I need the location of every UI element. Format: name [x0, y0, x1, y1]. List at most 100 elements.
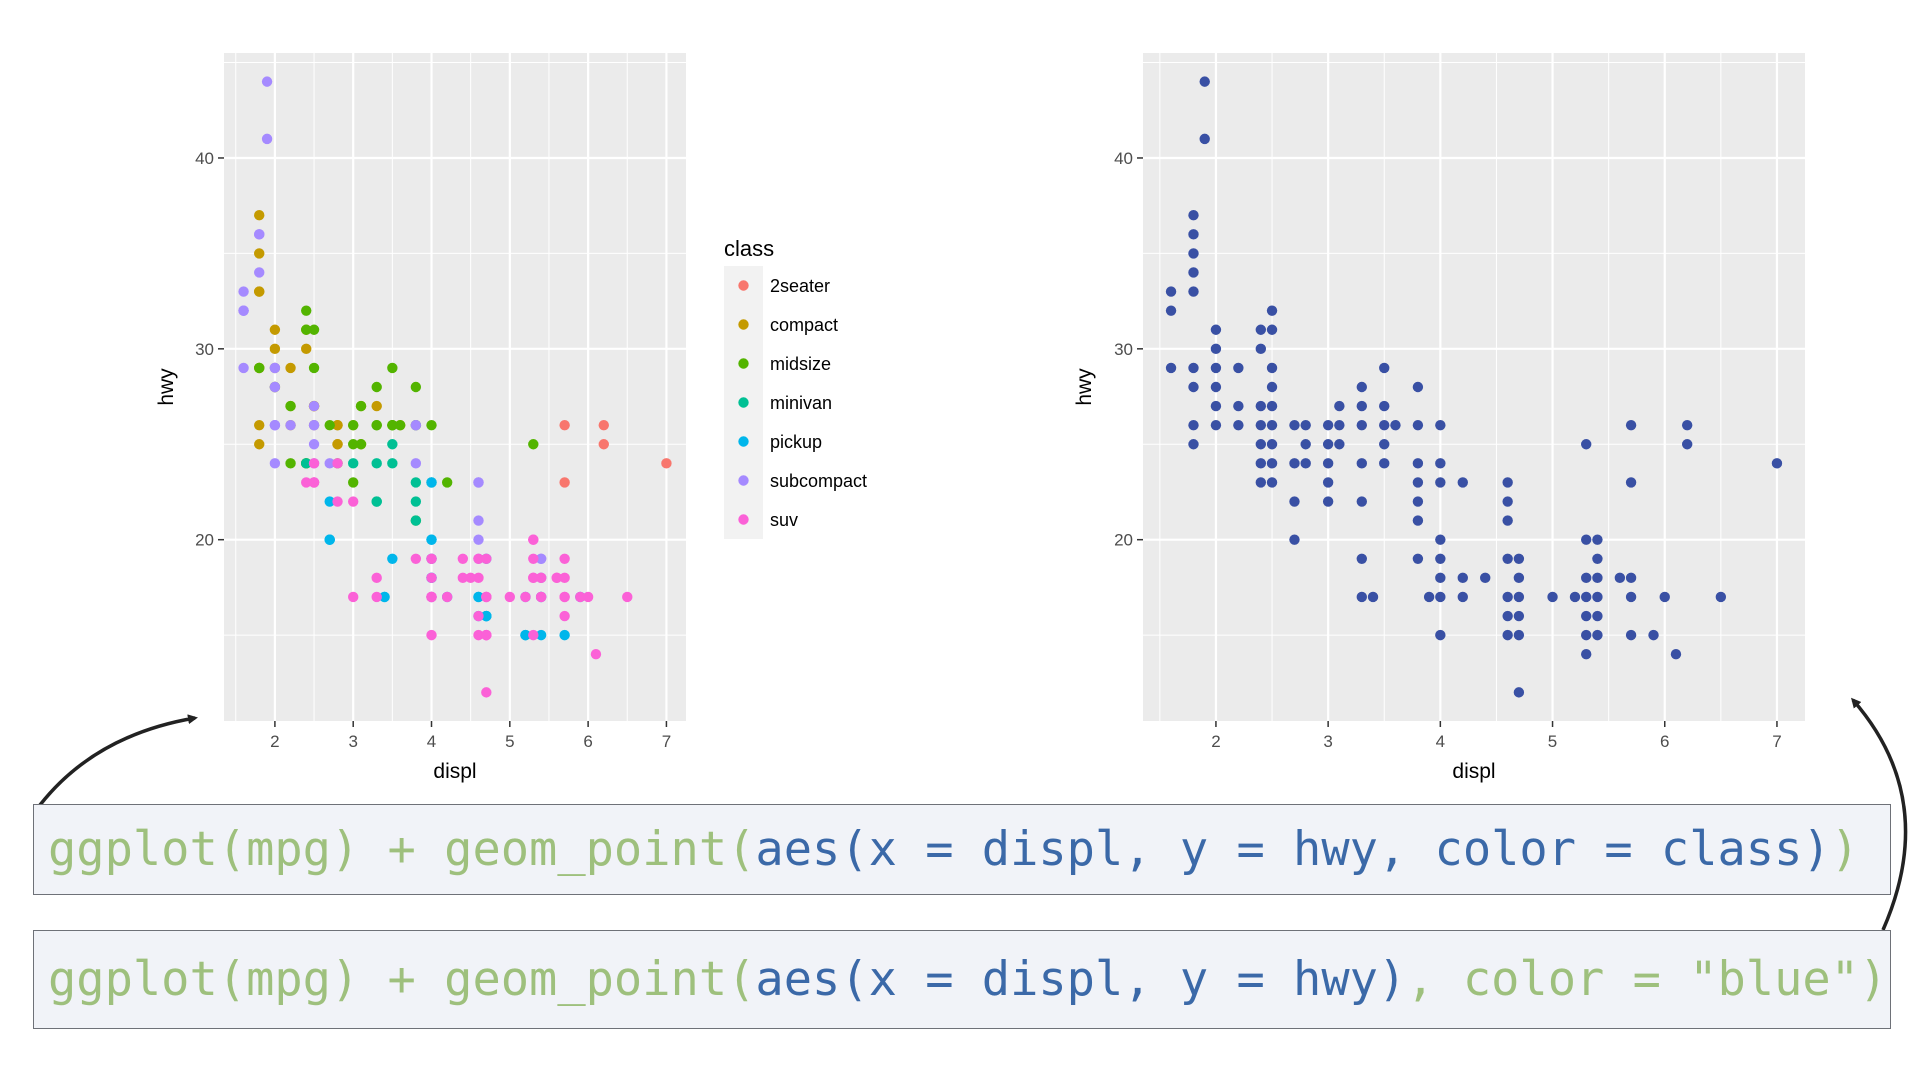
data-point: [1625, 629, 1637, 641]
data-point: [1569, 591, 1581, 603]
data-point: [1356, 591, 1367, 603]
x-axis-title: displ: [1452, 760, 1495, 783]
data-point: [481, 610, 492, 622]
data-point: [1423, 591, 1435, 603]
code-segment: , color = "blue"): [1406, 952, 1888, 1007]
data-point: [1435, 572, 1446, 584]
data-point: [528, 553, 539, 564]
data-point: [520, 629, 531, 641]
data-point: [301, 305, 312, 316]
legend-entries: 2seater compact midsize minivan pickup subcom…: [724, 266, 867, 539]
data-point: [457, 572, 469, 584]
data-point: [1266, 477, 1278, 488]
data-point: [410, 496, 422, 507]
data-point: [473, 534, 484, 545]
data-point: [332, 419, 343, 431]
data-point: [1412, 419, 1424, 431]
data-point: [441, 591, 453, 603]
data-point: [410, 381, 422, 393]
data-point: [1502, 553, 1513, 564]
data-point: [371, 419, 382, 431]
data-point: [1289, 534, 1300, 545]
data-point: [1715, 591, 1727, 603]
data-point: [1581, 649, 1592, 660]
data-point: [1379, 362, 1390, 374]
data-point: [269, 343, 281, 355]
data-point: [1502, 629, 1513, 641]
x-tick-label: 6: [583, 732, 592, 751]
data-point: [1412, 553, 1424, 564]
data-point: [301, 477, 312, 488]
data-point: [269, 419, 281, 431]
data-point: [473, 572, 484, 584]
data-point: [426, 629, 437, 641]
data-point: [308, 458, 320, 469]
y-tick-label: 30: [1114, 340, 1133, 359]
x-tick-label: 7: [1772, 732, 1781, 751]
data-point: [1210, 324, 1222, 335]
data-point: [371, 381, 382, 393]
data-point: [1670, 649, 1682, 660]
data-point: [473, 515, 484, 526]
data-point: [355, 400, 367, 412]
data-point: [1188, 229, 1199, 240]
data-point: [1322, 458, 1334, 469]
data-point: [261, 76, 273, 87]
data-point: [238, 305, 249, 316]
data-point: [348, 477, 359, 488]
legend-key: [738, 514, 749, 525]
data-point: [410, 458, 422, 469]
data-point: [1356, 458, 1367, 469]
data-point: [1513, 629, 1525, 641]
data-point: [1625, 591, 1637, 603]
data-point: [1356, 496, 1367, 507]
data-point: [1255, 439, 1267, 450]
data-point: [324, 534, 335, 545]
data-point: [1502, 591, 1513, 603]
data-point: [1255, 477, 1267, 488]
x-axis-title: displ: [433, 760, 476, 783]
data-point: [387, 553, 398, 564]
data-point: [301, 343, 312, 355]
data-point: [410, 477, 422, 488]
data-point: [308, 477, 320, 488]
legend-key: [738, 280, 749, 291]
data-point: [348, 496, 359, 507]
data-point: [332, 496, 343, 507]
data-point: [355, 439, 367, 450]
data-point: [1334, 439, 1345, 450]
data-point: [238, 286, 249, 297]
scatter-plot-blue: 2 3 4 5 6 7 20 30 40 displ hwy: [1073, 53, 1805, 783]
data-point: [371, 400, 382, 412]
data-point: [1266, 305, 1278, 316]
legend-label: midsize: [770, 354, 831, 374]
data-point: [1502, 496, 1513, 507]
x-tick-label: 3: [1323, 732, 1332, 751]
data-point: [1266, 381, 1278, 393]
data-point: [1188, 419, 1199, 431]
data-point: [1581, 534, 1592, 545]
data-point: [1165, 362, 1177, 374]
data-point: [1334, 400, 1345, 412]
data-point: [1233, 400, 1244, 412]
data-point: [473, 477, 484, 488]
data-point: [520, 591, 531, 603]
data-point: [308, 419, 320, 431]
data-point: [1648, 629, 1659, 641]
data-point: [1334, 419, 1345, 431]
data-point: [1502, 515, 1513, 526]
legend-key: [738, 397, 749, 408]
data-point: [348, 439, 359, 450]
data-point: [348, 458, 359, 469]
legend-key: [738, 475, 749, 486]
data-point: [481, 687, 492, 698]
data-point: [1188, 248, 1199, 259]
data-point: [598, 419, 609, 431]
data-point: [1625, 477, 1637, 488]
data-point: [1457, 477, 1468, 488]
data-point: [308, 324, 320, 335]
data-points: [1165, 76, 1783, 698]
data-point: [1266, 439, 1278, 450]
data-point: [324, 458, 335, 469]
data-point: [254, 267, 265, 278]
